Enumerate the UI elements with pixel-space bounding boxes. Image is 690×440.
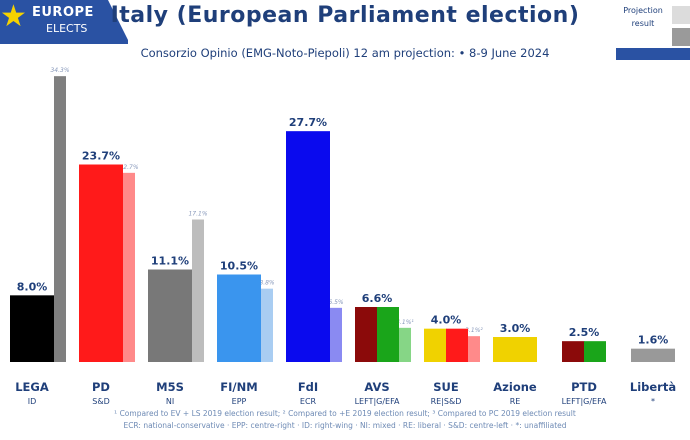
party-group-avs: LEFT|G/EFA [355, 397, 400, 406]
bar-pd [79, 164, 123, 362]
prev-label-lega: 34.3% [50, 67, 69, 74]
star-icon: ★ [0, 0, 27, 34]
bar-libert- [631, 348, 675, 362]
party-name-pd: PD [92, 380, 110, 394]
legend-result-swatch [672, 28, 690, 46]
bar-ptd-seg2 [584, 341, 606, 362]
logo-corner [108, 0, 128, 44]
legend-band [616, 48, 690, 60]
brand-line2: ELECTS [46, 22, 88, 35]
bar-azione [493, 337, 537, 362]
prev-bar-sue [468, 336, 480, 362]
party-name-libert-: Libertà [630, 380, 676, 394]
party-name-sue: SUE [433, 380, 459, 394]
party-group-libert-: * [651, 397, 655, 406]
value-label-avs: 6.6% [362, 292, 393, 305]
bar-avs-seg1 [355, 307, 378, 362]
prev-bar-fdi [330, 307, 342, 362]
value-label-azione: 3.0% [500, 322, 531, 335]
party-group-pd: S&D [92, 397, 109, 406]
prev-bar-avs [399, 327, 411, 362]
legend-projection-swatch [672, 6, 690, 24]
chart-subtitle: Consorzio Opinio (EMG-Noto-Piepoli) 12 a… [140, 46, 550, 60]
party-group-fdi: ECR [300, 397, 317, 406]
prev-label-fdi: 6.5% [328, 299, 344, 306]
value-label-sue: 4.0% [431, 314, 462, 327]
bar-ptd-seg1 [562, 341, 585, 362]
party-name-m5s: M5S [156, 380, 184, 394]
value-label-m5s: 11.1% [151, 255, 189, 268]
legend: Projection result [612, 0, 690, 60]
value-label-pd: 23.7% [82, 150, 120, 163]
legend-label: Projection result [623, 6, 663, 28]
prev-label-m5s: 17.1% [188, 211, 207, 218]
bar-fi-nm [217, 274, 261, 362]
value-label-libert-: 1.6% [638, 334, 669, 347]
prev-label-avs: 4.1%¹ [396, 319, 414, 326]
party-group-lega: ID [28, 397, 37, 406]
party-name-avs: AVS [364, 380, 389, 394]
bar-sue-seg2 [446, 328, 468, 362]
prev-bar-m5s [192, 219, 204, 362]
bar-avs-seg2 [377, 307, 399, 362]
footnote-groups: ECR: national-conservative · EPP: centre… [123, 421, 567, 430]
party-group-m5s: NI [166, 397, 174, 406]
prev-bar-lega [54, 76, 66, 363]
chart-title: Italy (European Parliament election) [110, 3, 580, 28]
prev-label-sue: 3.1%² [465, 327, 483, 334]
party-group-fi-nm: EPP [232, 397, 247, 406]
party-name-azione: Azione [493, 380, 537, 394]
prev-bar-pd [123, 172, 135, 362]
bar-lega [10, 295, 54, 362]
party-group-ptd: LEFT|G/EFA [562, 397, 607, 406]
value-label-fi-nm: 10.5% [220, 260, 258, 273]
party-group-sue: RE|S&D [431, 397, 462, 406]
europe-elects-logo: ★ EUROPE ELECTS [0, 0, 128, 44]
party-name-ptd: PTD [571, 380, 597, 394]
value-label-fdi: 27.7% [289, 116, 327, 129]
brand-line1: EUROPE [32, 5, 94, 20]
footnote-comparisons: ¹ Compared to EV + LS 2019 election resu… [114, 409, 576, 418]
value-label-lega: 8.0% [17, 280, 48, 293]
party-name-fi-nm: FI/NM [220, 380, 257, 394]
bar-fdi [286, 131, 330, 362]
prev-label-fi-nm: 8.8% [259, 280, 275, 287]
party-name-lega: LEGA [15, 380, 49, 394]
bar-m5s [148, 269, 192, 362]
prev-bar-fi-nm [261, 288, 273, 362]
party-name-fdi: FdI [298, 380, 318, 394]
party-group-azione: RE [510, 397, 521, 406]
prev-label-pd: 22.7% [119, 164, 138, 171]
value-label-ptd: 2.5% [569, 326, 600, 339]
bar-sue-seg1 [424, 328, 447, 362]
